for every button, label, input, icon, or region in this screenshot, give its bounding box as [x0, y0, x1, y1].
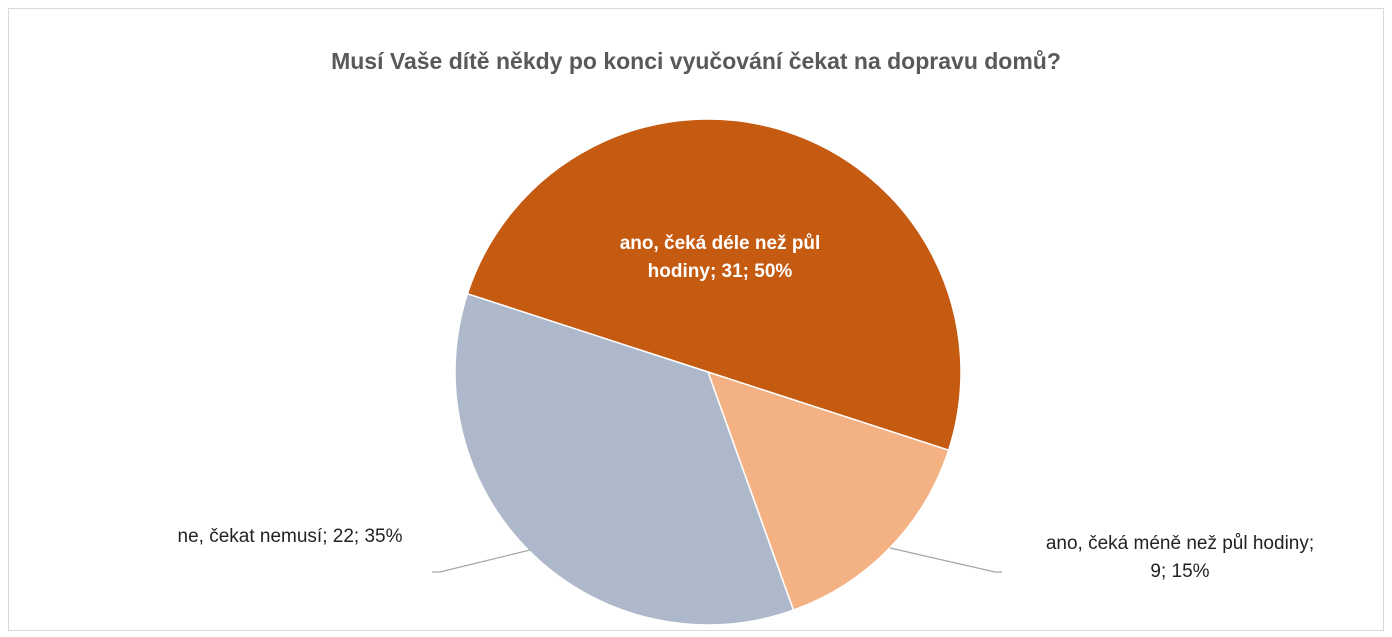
leader-line [889, 547, 1002, 573]
data-label: ano, čeká méně než půl hodiny; 9; 15% [1045, 533, 1315, 582]
pie-slice [466, 118, 962, 452]
pie-slice [706, 370, 950, 612]
pie-slice [454, 292, 795, 626]
chart-title: Musí Vaše dítě někdy po konci vyučování … [331, 48, 1061, 74]
data-label: ano, čeká déle než půl hodiny; 31; 50% [619, 233, 821, 282]
data-label: ne, čekat nemusí; 22; 35% [177, 526, 403, 547]
leader-line [432, 549, 531, 573]
